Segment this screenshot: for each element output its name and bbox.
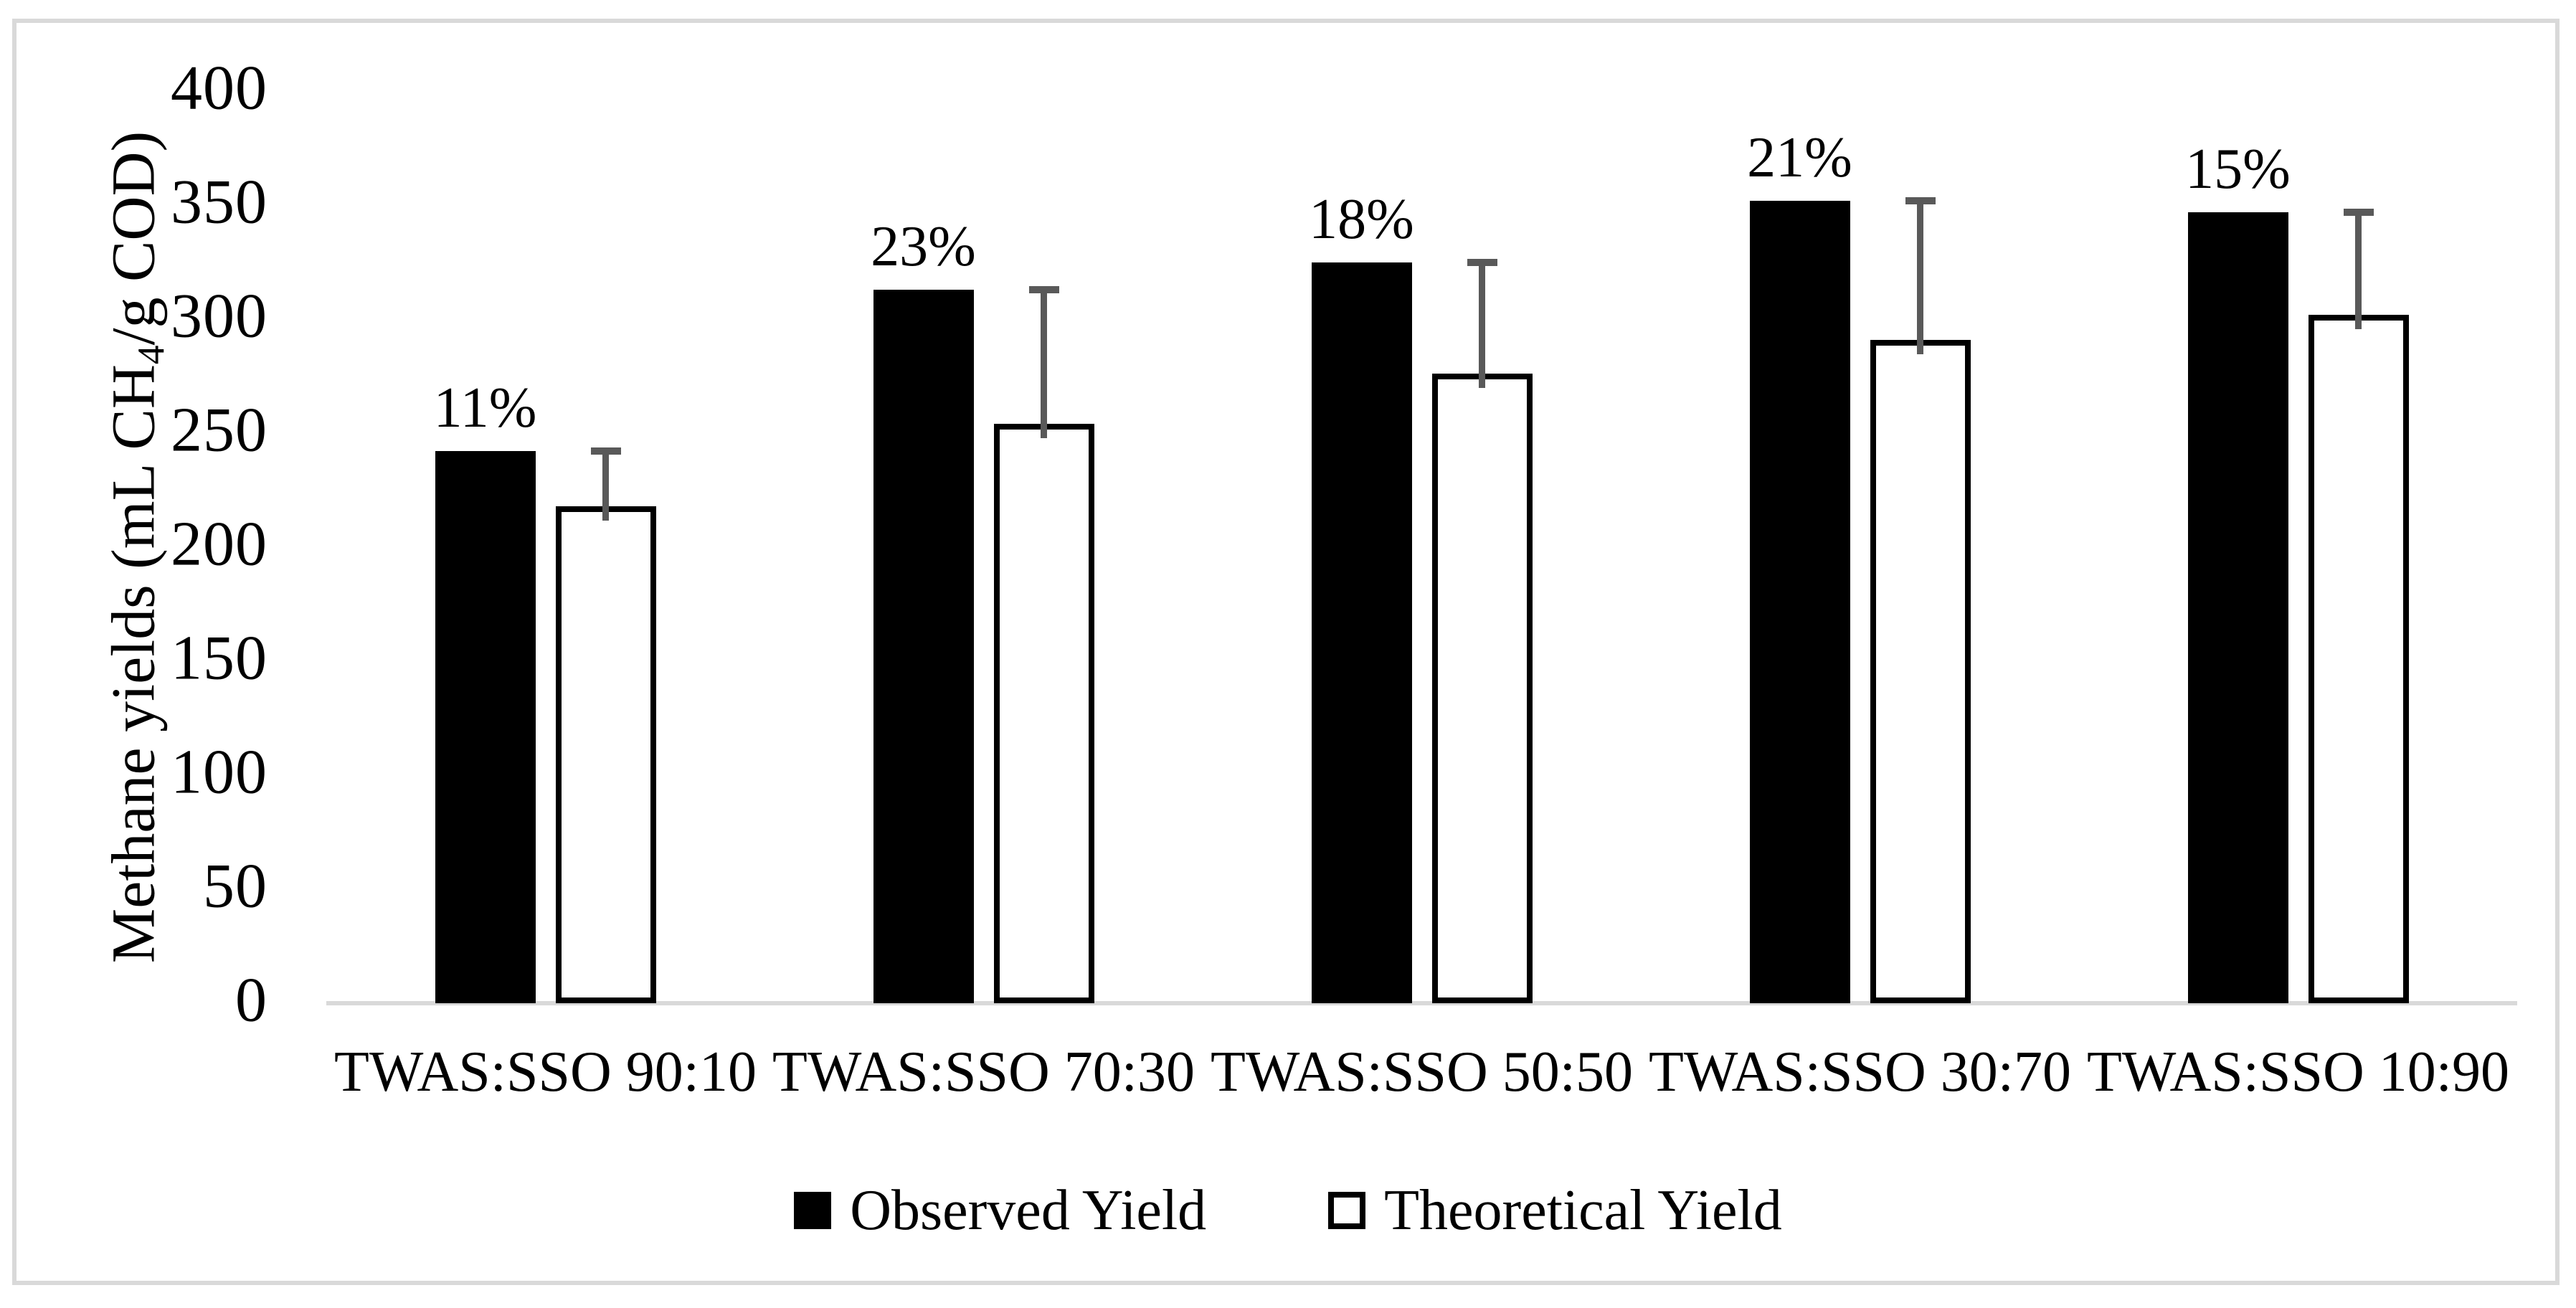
y-tick-label: 50: [203, 851, 267, 921]
bar-observed-yield: [435, 451, 536, 1003]
x-category-label: TWAS:SSO 90:10: [334, 1041, 757, 1104]
x-axis-line: [326, 1001, 2517, 1005]
error-bar-stem: [602, 451, 609, 521]
bar-theoretical-yield: [1870, 339, 1971, 1003]
percent-difference-label: 18%: [1309, 187, 1414, 251]
y-tick-label: 100: [171, 737, 267, 807]
bar-observed-yield: [2187, 212, 2288, 1003]
percent-difference-label: 11%: [433, 376, 537, 440]
y-tick-label: 200: [171, 509, 267, 579]
bar-theoretical-yield: [1431, 374, 1533, 1003]
percent-difference-label: 15%: [2185, 137, 2291, 201]
bar-observed-yield: [873, 289, 974, 1003]
theoretical-yield-swatch-icon: [1328, 1192, 1366, 1229]
legend-item-observed: Observed Yield: [794, 1182, 1206, 1239]
legend-item-theoretical: Theoretical Yield: [1328, 1182, 1782, 1239]
y-tick-label: 300: [171, 281, 267, 351]
bar-observed-yield: [1311, 262, 1412, 1003]
y-tick-label: 0: [235, 965, 267, 1036]
bar-theoretical-yield: [2308, 314, 2409, 1003]
bar-theoretical-yield: [993, 424, 1094, 1003]
legend: Observed Yield Theoretical Yield: [0, 1182, 2576, 1239]
legend-label-observed: Observed Yield: [850, 1179, 1207, 1242]
error-bar-stem: [1917, 200, 1923, 354]
error-bar-cap: [590, 447, 621, 455]
bar-theoretical-yield: [555, 506, 656, 1003]
x-category-label: TWAS:SSO 50:50: [1211, 1041, 1633, 1104]
error-bar-cap: [2343, 208, 2374, 216]
error-bar-cap: [1028, 285, 1059, 293]
percent-difference-label: 21%: [1747, 125, 1852, 189]
percent-difference-label: 23%: [871, 214, 976, 278]
error-bar-cap: [1467, 258, 1497, 266]
observed-yield-swatch-icon: [794, 1192, 832, 1229]
y-tick-label: 350: [171, 167, 267, 237]
error-bar-stem: [1041, 289, 1047, 439]
error-bar-stem: [2355, 212, 2362, 329]
y-tick-label: 250: [171, 395, 267, 465]
y-tick-label: 400: [171, 53, 267, 123]
y-tick-label: 150: [171, 623, 267, 693]
bar-observed-yield: [1749, 200, 1850, 1003]
legend-label-theoretical: Theoretical Yield: [1384, 1179, 1782, 1242]
x-category-label: TWAS:SSO 30:70: [1649, 1041, 2071, 1104]
x-category-label: TWAS:SSO 10:90: [2087, 1041, 2509, 1104]
error-bar-cap: [1905, 196, 1936, 204]
error-bar-stem: [1479, 262, 1485, 389]
x-category-label: TWAS:SSO 70:30: [772, 1041, 1195, 1104]
